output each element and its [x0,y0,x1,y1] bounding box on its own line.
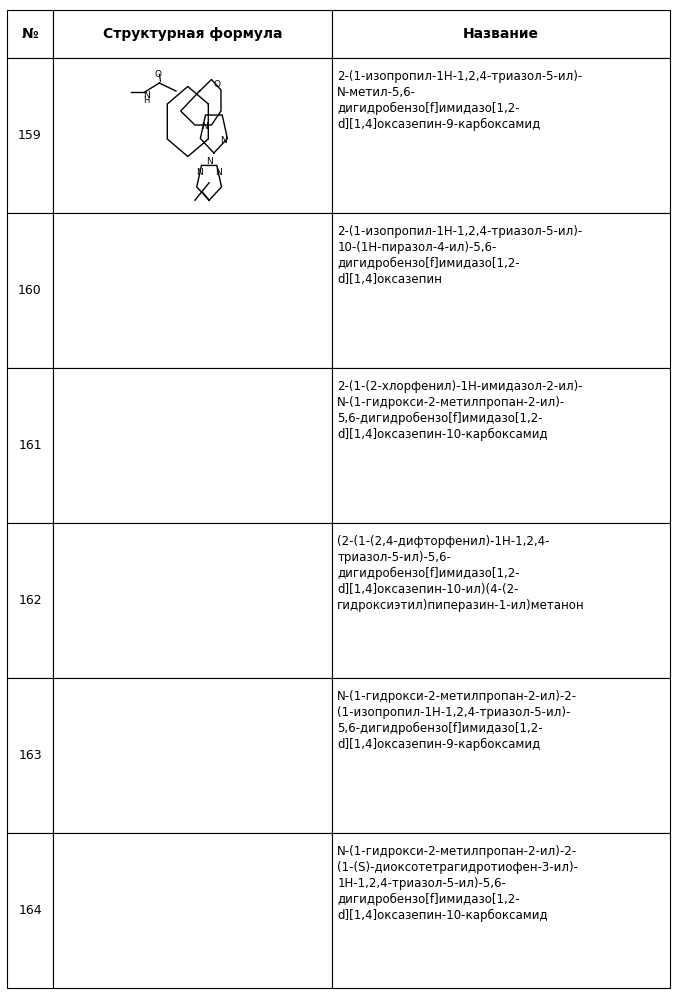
Text: 2-(1-изопропил-1Н-1,2,4-триазол-5-ил)-
10-(1Н-пиразол-4-ил)-5,6-
дигидробензо[f]: 2-(1-изопропил-1Н-1,2,4-триазол-5-ил)- 1… [337,225,582,286]
Text: 162: 162 [18,594,42,607]
Bar [332,368,670,523]
Text: N: N [206,157,213,166]
Bar [332,678,670,833]
Text: N-(1-гидрокси-2-метилпропан-2-ил)-2-
(1-изопропил-1Н-1,2,4-триазол-5-ил)-
5,6-ди: N-(1-гидрокси-2-метилпропан-2-ил)-2- (1-… [337,690,577,751]
Bar [7,10,53,58]
Bar [53,213,332,368]
Text: 2-(1-(2-хлорфенил)-1Н-имидазол-2-ил)-
N-(1-гидрокси-2-метилпропан-2-ил)-
5,6-диг: 2-(1-(2-хлорфенил)-1Н-имидазол-2-ил)- N-… [337,380,583,441]
Text: 164: 164 [18,904,42,917]
Text: N: N [215,168,222,177]
Text: (2-(1-(2,4-дифторфенил)-1Н-1,2,4-
триазол-5-ил)-5,6-
дигидробензо[f]имидазо[1,2-: (2-(1-(2,4-дифторфенил)-1Н-1,2,4- триазо… [337,535,585,612]
Text: 161: 161 [18,439,42,452]
Bar [7,678,53,833]
Text: 160: 160 [18,284,42,297]
Text: N: N [196,168,203,177]
Bar [332,213,670,368]
Bar [53,10,332,58]
Text: 2-(1-изопропил-1Н-1,2,4-триазол-5-ил)-
N-метил-5,6-
дигидробензо[f]имидазо[1,2-
: 2-(1-изопропил-1Н-1,2,4-триазол-5-ил)- N… [337,70,582,131]
Bar [332,833,670,988]
Bar [332,523,670,678]
Bar [53,368,332,523]
Bar [7,833,53,988]
Bar [53,678,332,833]
Bar [7,213,53,368]
Text: 163: 163 [18,749,42,762]
Text: N: N [143,91,150,100]
Text: N: N [220,136,227,145]
Text: Название: Название [463,27,539,41]
Text: Структурная формула: Структурная формула [103,27,282,41]
Text: №: № [22,27,39,41]
Text: O: O [154,70,162,79]
Bar [53,833,332,988]
Text: N-(1-гидрокси-2-метилпропан-2-ил)-2-
(1-(S)-диоксотетрагидротиофен-3-ил)-
1Н-1,2: N-(1-гидрокси-2-метилпропан-2-ил)-2- (1-… [337,845,578,922]
Text: N: N [201,122,208,131]
Bar [332,58,670,213]
Bar [53,523,332,678]
Bar [7,368,53,523]
Bar [7,58,53,213]
Bar [7,523,53,678]
Text: 159: 159 [18,129,42,142]
Text: H: H [143,96,150,105]
Bar [53,58,332,213]
Bar [332,10,670,58]
Text: O: O [214,80,221,89]
